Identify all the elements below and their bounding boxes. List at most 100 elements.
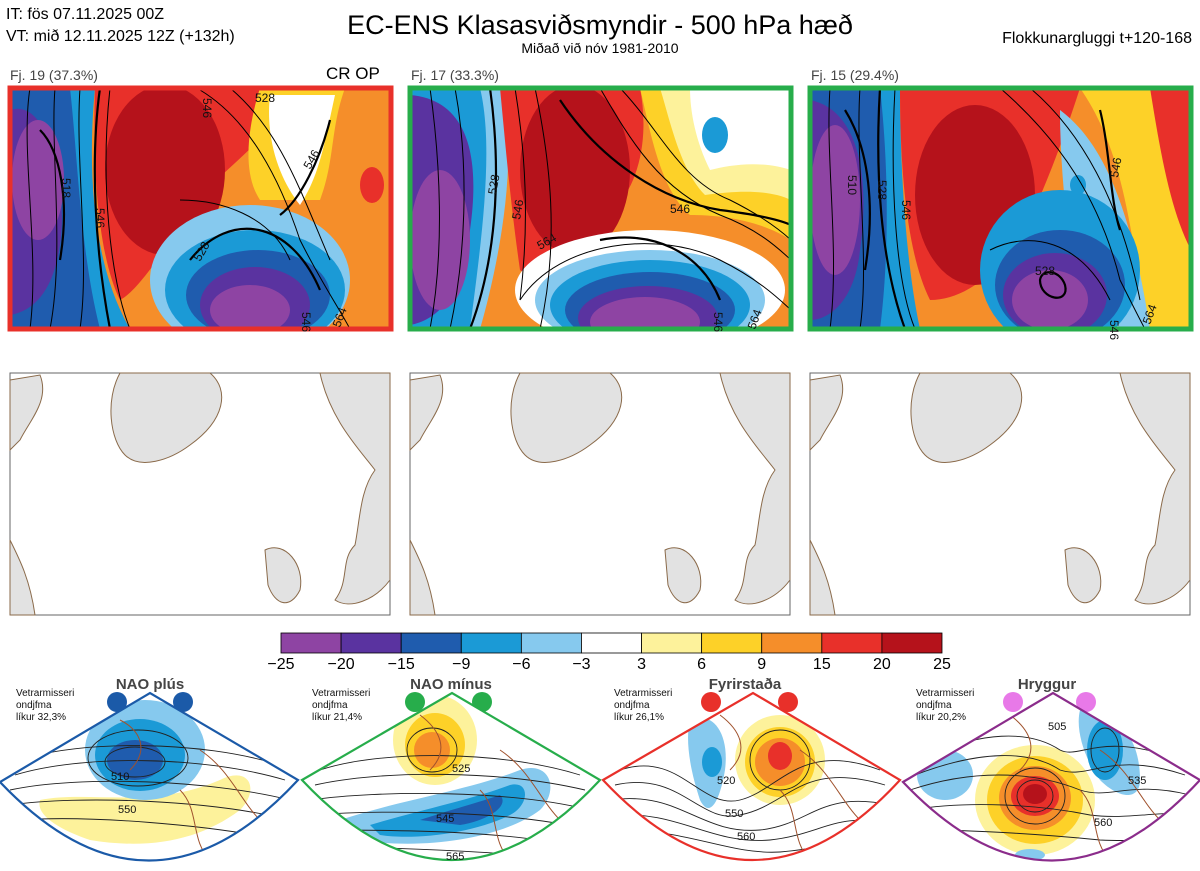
regime-3-clim: Vetrarmisseri ondjfma líkur 26,1% (614, 688, 673, 723)
regime-1-title: NAO plús (115, 676, 185, 693)
cluster-window: Flokkunargluggi t+120-168 (1002, 30, 1192, 47)
regime-4-frame (901, 691, 1200, 862)
regime-1-map (0, 693, 298, 861)
colorbar-bin-1 (340, 632, 402, 654)
colorbar-bin-3 (460, 632, 522, 654)
regime-maps: 510 550 525 545 565 (0, 691, 1200, 863)
regime-1-clim: Vetrarmisseri ondjfma líkur 32,3% (16, 688, 75, 723)
colorbar-bin-6 (641, 632, 703, 654)
svg-text:564: 564 (1140, 302, 1160, 326)
regime-1-dot-b (173, 692, 193, 712)
cluster-2-label: Fj. 17 (33.3%) (411, 67, 499, 83)
chart-title: EC-ENS Klasasviðsmyndir - 500 hPa hæð (347, 10, 853, 40)
colorbar-tick-label: −6 (512, 656, 531, 673)
svg-text:528: 528 (875, 180, 889, 200)
svg-text:535: 535 (1128, 775, 1146, 787)
cluster-1-frame (7, 85, 394, 332)
cluster-2-frame (407, 85, 794, 332)
svg-text:560: 560 (737, 831, 755, 843)
base-map-3 (809, 372, 1191, 616)
cluster-3-label: Fj. 15 (29.4%) (811, 67, 899, 83)
cluster-maps: 546 528 518 546 528 546 546 564 (7, 85, 1194, 340)
regime-3-dot-b (778, 692, 798, 712)
regime-3-labels: 520 550 560 (717, 775, 755, 843)
regime-2-dot-a (405, 692, 425, 712)
base-map-1 (9, 372, 391, 616)
colorbar-tick-label: −25 (267, 656, 295, 673)
svg-text:510: 510 (111, 771, 129, 783)
svg-text:505: 505 (1048, 721, 1066, 733)
svg-text:564: 564 (330, 305, 350, 329)
svg-text:546: 546 (509, 198, 526, 220)
regime-2-map (302, 693, 600, 860)
svg-text:564: 564 (745, 307, 765, 331)
regime-2-clim: Vetrarmisseri ondjfma líkur 21,4% (312, 688, 371, 723)
cluster-3-contour-labels: 510 528 546 546 528 546 564 (845, 156, 1160, 340)
regime-2-frame (300, 691, 602, 862)
regime-3-dot-a (701, 692, 721, 712)
svg-text:546: 546 (711, 312, 725, 332)
colorbar-tick-label: 9 (757, 656, 767, 673)
svg-text:565: 565 (446, 851, 464, 863)
svg-text:550: 550 (118, 804, 136, 816)
cluster-3-frame (807, 85, 1194, 332)
colorbar-tick-label: 6 (697, 656, 707, 673)
regime-4-title: Hryggur (1017, 676, 1077, 693)
colorbar-bin-4 (520, 632, 582, 654)
svg-text:546: 546 (93, 208, 107, 228)
base-maps (9, 372, 1191, 616)
colorbar-bin-0 (280, 632, 342, 654)
svg-text:546: 546 (1107, 320, 1121, 340)
colorbar (280, 632, 943, 654)
svg-text:525: 525 (452, 763, 470, 775)
svg-text:528: 528 (1035, 264, 1055, 278)
regime-4-dot-a (1003, 692, 1023, 712)
colorbar-tick-label: −3 (572, 656, 591, 673)
colorbar-bin-10 (881, 632, 943, 654)
colorbar-tick-label: −20 (327, 656, 355, 673)
svg-text:520: 520 (717, 775, 735, 787)
svg-text:546: 546 (670, 202, 690, 216)
colorbar-tick-label: −15 (387, 656, 415, 673)
colorbar-bin-5 (581, 632, 642, 654)
colorbar-tick-label: 3 (637, 656, 646, 673)
svg-text:550: 550 (725, 808, 743, 820)
regime-3-title: Fyrirstaða (708, 676, 782, 693)
svg-text:546: 546 (899, 200, 913, 220)
colorbar-bin-9 (821, 632, 883, 654)
cluster-1-label: Fj. 19 (37.3%) (10, 67, 98, 83)
regime-4-dot-b (1076, 692, 1096, 712)
regime-4-map (903, 693, 1200, 861)
regime-3-frame (601, 691, 902, 862)
svg-text:518: 518 (59, 178, 73, 198)
header-times: IT: fös 07.11.2025 00Z VT: mið 12.11.202… (6, 4, 235, 48)
cluster-1-map (10, 88, 391, 329)
regime-1-frame (0, 691, 300, 862)
regime-4-labels: 505 535 560 (1048, 721, 1146, 829)
svg-text:510: 510 (845, 175, 859, 195)
colorbar-bin-8 (761, 632, 823, 654)
regime-4-clim: Vetrarmisseri ondjfma líkur 20,2% (916, 688, 975, 723)
regime-2-labels: 525 545 565 (436, 763, 470, 863)
svg-text:560: 560 (1094, 817, 1112, 829)
chart-subtitle: Miðað við nóv 1981-2010 (521, 40, 679, 56)
colorbar-tick-label: −9 (452, 656, 471, 673)
svg-text:545: 545 (436, 813, 454, 825)
regime-2-title: NAO mínus (410, 676, 492, 693)
svg-text:546: 546 (1107, 156, 1124, 178)
colorbar-tick-label: 20 (873, 656, 891, 673)
cluster-1-tag: CR OP (326, 64, 380, 83)
cluster-2-map (410, 88, 791, 329)
colorbar-tick-label: 15 (812, 656, 831, 673)
base-map-2 (409, 372, 791, 616)
regime-1-dot-a (107, 692, 127, 712)
svg-text:546: 546 (200, 98, 214, 118)
svg-text:528: 528 (485, 173, 502, 195)
svg-text:546: 546 (299, 312, 313, 332)
colorbar-bin-7 (701, 632, 763, 654)
regime-3-map (603, 693, 900, 860)
regime-1-labels: 510 550 (111, 771, 136, 816)
svg-text:528: 528 (255, 91, 275, 105)
colorbar-tick-label: 25 (933, 656, 951, 673)
init-time: IT: fös 07.11.2025 00Z (6, 6, 165, 23)
